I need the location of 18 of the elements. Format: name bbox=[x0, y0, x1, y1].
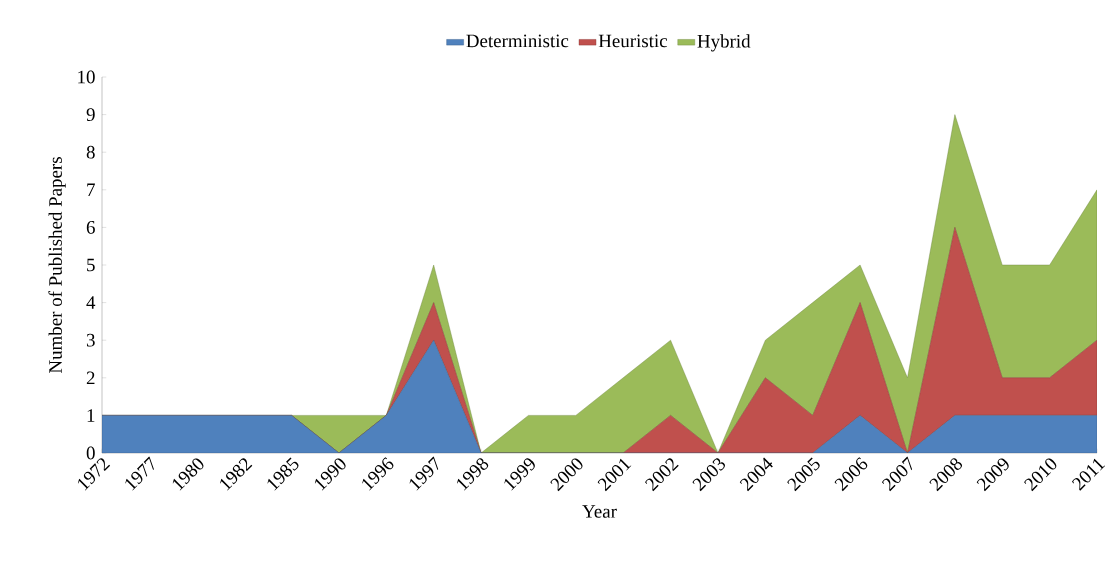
y-tick-label: 5 bbox=[87, 258, 95, 272]
y-tick-label: 10 bbox=[78, 70, 95, 84]
x-tick-label: 2011 bbox=[1071, 458, 1105, 491]
legend-label: Deterministic bbox=[466, 34, 569, 48]
y-tick-label: 8 bbox=[86, 145, 95, 159]
y-axis-title: Number of Published Papers bbox=[48, 157, 66, 374]
y-tick-label: 0 bbox=[86, 446, 95, 460]
legend-label: Heuristic bbox=[598, 34, 668, 48]
x-tick-label: 2001 bbox=[597, 458, 632, 492]
y-tick-label: 2 bbox=[86, 371, 95, 385]
y-tick-label: 3 bbox=[86, 333, 95, 347]
y-tick-label: 7 bbox=[87, 183, 95, 196]
x-axis-title: Year bbox=[582, 505, 617, 518]
y-tick-label: 4 bbox=[86, 296, 96, 309]
legend-label: Hybrid bbox=[697, 34, 751, 52]
y-tick-label: 9 bbox=[86, 108, 95, 121]
y-tick-label: 1 bbox=[87, 409, 95, 422]
y-tick-label: 6 bbox=[86, 221, 95, 234]
